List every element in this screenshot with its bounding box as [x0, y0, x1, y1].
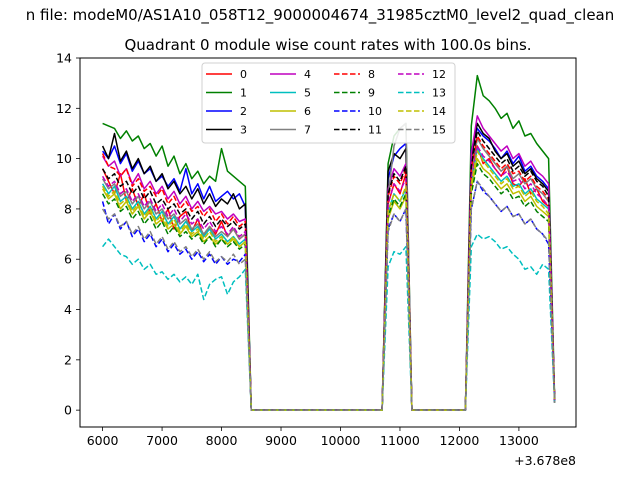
legend-label: 14 [432, 105, 446, 118]
x-tick-label: 12000 [440, 433, 480, 448]
legend-label: 5 [304, 87, 311, 100]
legend-label: 1 [240, 87, 247, 100]
legend-item-6[interactable]: 6 [270, 105, 311, 118]
legend-label: 8 [368, 68, 375, 81]
chart-title: Quadrant 0 module wise count rates with … [124, 36, 531, 54]
series-line-9 [101, 162, 556, 411]
series-line-13 [102, 233, 556, 411]
legend-item-0[interactable]: 0 [206, 68, 247, 81]
legend-item-1[interactable]: 1 [206, 87, 247, 100]
y-axis: 0 2 4 6 8 10 12 14 [56, 51, 80, 418]
legend-item-3[interactable]: 3 [206, 124, 247, 137]
legend-label: 10 [368, 105, 382, 118]
legend-label: 2 [240, 105, 247, 118]
series-line-14 [101, 150, 556, 411]
legend-item-10[interactable]: 10 [334, 105, 382, 118]
legend-label: 13 [432, 87, 446, 100]
legend-label: 11 [368, 124, 382, 137]
x-tick-label: 6000 [87, 433, 119, 448]
series-line-2 [102, 127, 556, 411]
legend-item-8[interactable]: 8 [334, 68, 375, 81]
x-tick-label: 8000 [206, 433, 238, 448]
x-axis: 6000 7000 8000 9000 10000 11000 12000 13000 [87, 427, 539, 448]
x-offset-label: +3.678e8 [514, 453, 576, 468]
series-line-5 [101, 147, 556, 411]
legend-frame [201, 62, 456, 144]
series-line-11 [101, 130, 556, 411]
series-line-15 [101, 180, 556, 411]
legend-label: 6 [304, 105, 311, 118]
plot-frame [79, 57, 577, 428]
series-layer [101, 74, 556, 411]
y-tick-label: 10 [56, 151, 72, 166]
legend-label: 4 [304, 68, 311, 81]
y-tick-label: 2 [64, 352, 72, 367]
legend-item-15[interactable]: 15 [398, 124, 446, 137]
legend-label: 15 [432, 124, 446, 137]
legend-label: 7 [304, 124, 311, 137]
x-tick-label: 10000 [321, 433, 361, 448]
legend-label: 0 [240, 68, 247, 81]
legend-label: 3 [240, 124, 247, 137]
y-tick-label: 0 [64, 403, 72, 418]
y-tick-label: 12 [56, 101, 72, 116]
x-tick-label: 11000 [380, 433, 420, 448]
x-tick-label: 9000 [265, 433, 297, 448]
legend-item-7[interactable]: 7 [270, 124, 311, 137]
x-tick-label: 7000 [146, 433, 178, 448]
legend-item-9[interactable]: 9 [334, 87, 375, 100]
y-tick-label: 14 [56, 51, 72, 66]
y-tick-label: 8 [64, 201, 72, 216]
legend-label: 12 [432, 68, 446, 81]
legend-item-13[interactable]: 13 [398, 87, 446, 100]
legend-label: 9 [368, 87, 375, 100]
legend-item-12[interactable]: 12 [398, 68, 446, 81]
y-tick-label: 4 [64, 302, 72, 317]
legend-item-5[interactable]: 5 [270, 87, 311, 100]
legend-item-4[interactable]: 4 [270, 68, 311, 81]
legend-item-14[interactable]: 14 [398, 105, 446, 118]
y-tick-label: 6 [64, 252, 72, 267]
x-tick-label: 13000 [499, 433, 539, 448]
legend-item-2[interactable]: 2 [206, 105, 247, 118]
legend-item-11[interactable]: 11 [334, 124, 382, 137]
figure-suptitle: n file: modeM0/AS1A10_058T12_9000004674_… [26, 6, 615, 25]
